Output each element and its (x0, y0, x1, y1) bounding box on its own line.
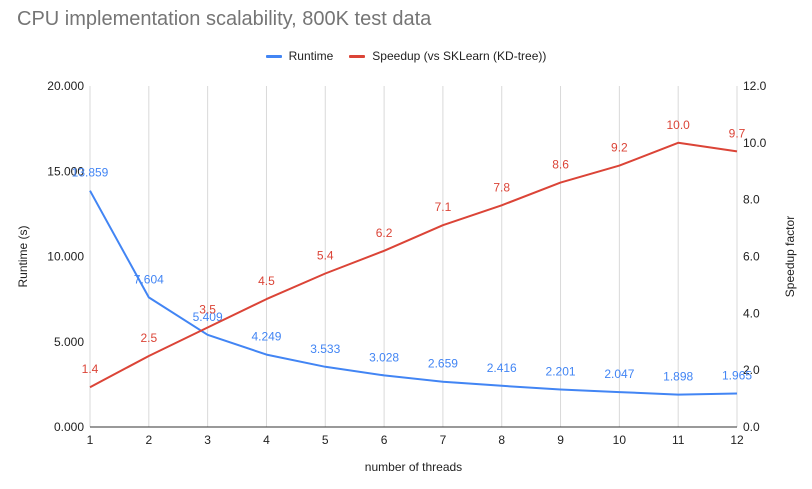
x-tick-label: 8 (498, 433, 505, 447)
data-label-runtime: 3.028 (369, 350, 399, 364)
y-left-tick-label: 0.000 (54, 420, 84, 434)
legend-swatch-speedup (349, 54, 366, 58)
data-label-runtime: 7.604 (134, 272, 164, 286)
data-label-runtime: 1.965 (722, 368, 752, 382)
x-tick-label: 4 (263, 433, 270, 447)
x-tick-label: 11 (672, 433, 685, 447)
data-label-speedup: 1.4 (82, 362, 99, 376)
data-label-speedup: 4.5 (258, 274, 275, 288)
y-right-tick-label: 2.0 (743, 363, 760, 377)
x-tick-label: 12 (730, 433, 744, 447)
data-label-speedup: 10.0 (667, 118, 691, 132)
legend: Runtime Speedup (vs SKLearn (KD-tree)) (0, 49, 812, 63)
y-left-tick-label: 15.000 (47, 164, 84, 178)
legend-item-speedup[interactable]: Speedup (vs SKLearn (KD-tree)) (349, 49, 546, 63)
data-label-speedup: 8.6 (552, 158, 569, 172)
data-label-runtime: 2.201 (546, 364, 576, 378)
data-label-runtime: 3.533 (310, 342, 340, 356)
y-left-tick-label: 5.000 (54, 335, 84, 349)
x-tick-label: 5 (322, 433, 329, 447)
y-right-tick-label: 10.0 (743, 136, 767, 150)
y-right-tick-label: 4.0 (743, 306, 760, 320)
x-tick-label: 6 (381, 433, 388, 447)
y-right-axis-title: Speedup factor (783, 216, 797, 297)
data-label-speedup: 9.2 (611, 141, 628, 155)
x-axis-title: number of threads (365, 460, 462, 474)
data-label-runtime: 13.859 (72, 166, 109, 180)
data-label-speedup: 9.7 (729, 126, 746, 140)
y-right-tick-label: 8.0 (743, 193, 760, 207)
data-label-runtime: 2.047 (604, 367, 634, 381)
legend-swatch-runtime (265, 54, 282, 58)
data-label-runtime: 2.416 (487, 361, 517, 375)
data-label-speedup: 7.1 (435, 200, 452, 214)
legend-label-speedup: Speedup (vs SKLearn (KD-tree)) (372, 49, 547, 63)
x-tick-label: 10 (613, 433, 627, 447)
data-label-runtime: 1.898 (663, 370, 693, 384)
series-line-speedup (89, 141, 738, 389)
y-right-tick-label: 6.0 (743, 250, 760, 264)
data-label-runtime: 4.249 (251, 330, 281, 344)
x-tick-label: 3 (204, 433, 211, 447)
y-left-tick-label: 20.000 (47, 79, 84, 93)
y-left-axis-title: Runtime (s) (16, 225, 30, 287)
data-label-speedup: 5.4 (317, 249, 334, 263)
legend-label-runtime: Runtime (288, 49, 334, 63)
data-label-speedup: 3.5 (199, 303, 216, 317)
chart-title: CPU implementation scalability, 800K tes… (17, 8, 432, 30)
y-right-tick-label: 12.0 (743, 79, 767, 93)
y-right-tick-label: 0.0 (743, 420, 760, 434)
data-label-runtime: 5.409 (193, 310, 223, 324)
series-line-runtime (89, 190, 738, 396)
x-tick-label: 1 (87, 433, 94, 447)
y-left-tick-label: 10.000 (47, 250, 84, 264)
data-label-runtime: 2.659 (428, 357, 458, 371)
legend-item-runtime[interactable]: Runtime (265, 49, 334, 63)
data-label-speedup: 2.5 (140, 331, 157, 345)
x-tick-label: 2 (145, 433, 152, 447)
x-tick-label: 7 (440, 433, 447, 447)
data-label-speedup: 6.2 (376, 226, 393, 240)
data-label-speedup: 7.8 (493, 180, 510, 194)
x-tick-label: 9 (557, 433, 564, 447)
